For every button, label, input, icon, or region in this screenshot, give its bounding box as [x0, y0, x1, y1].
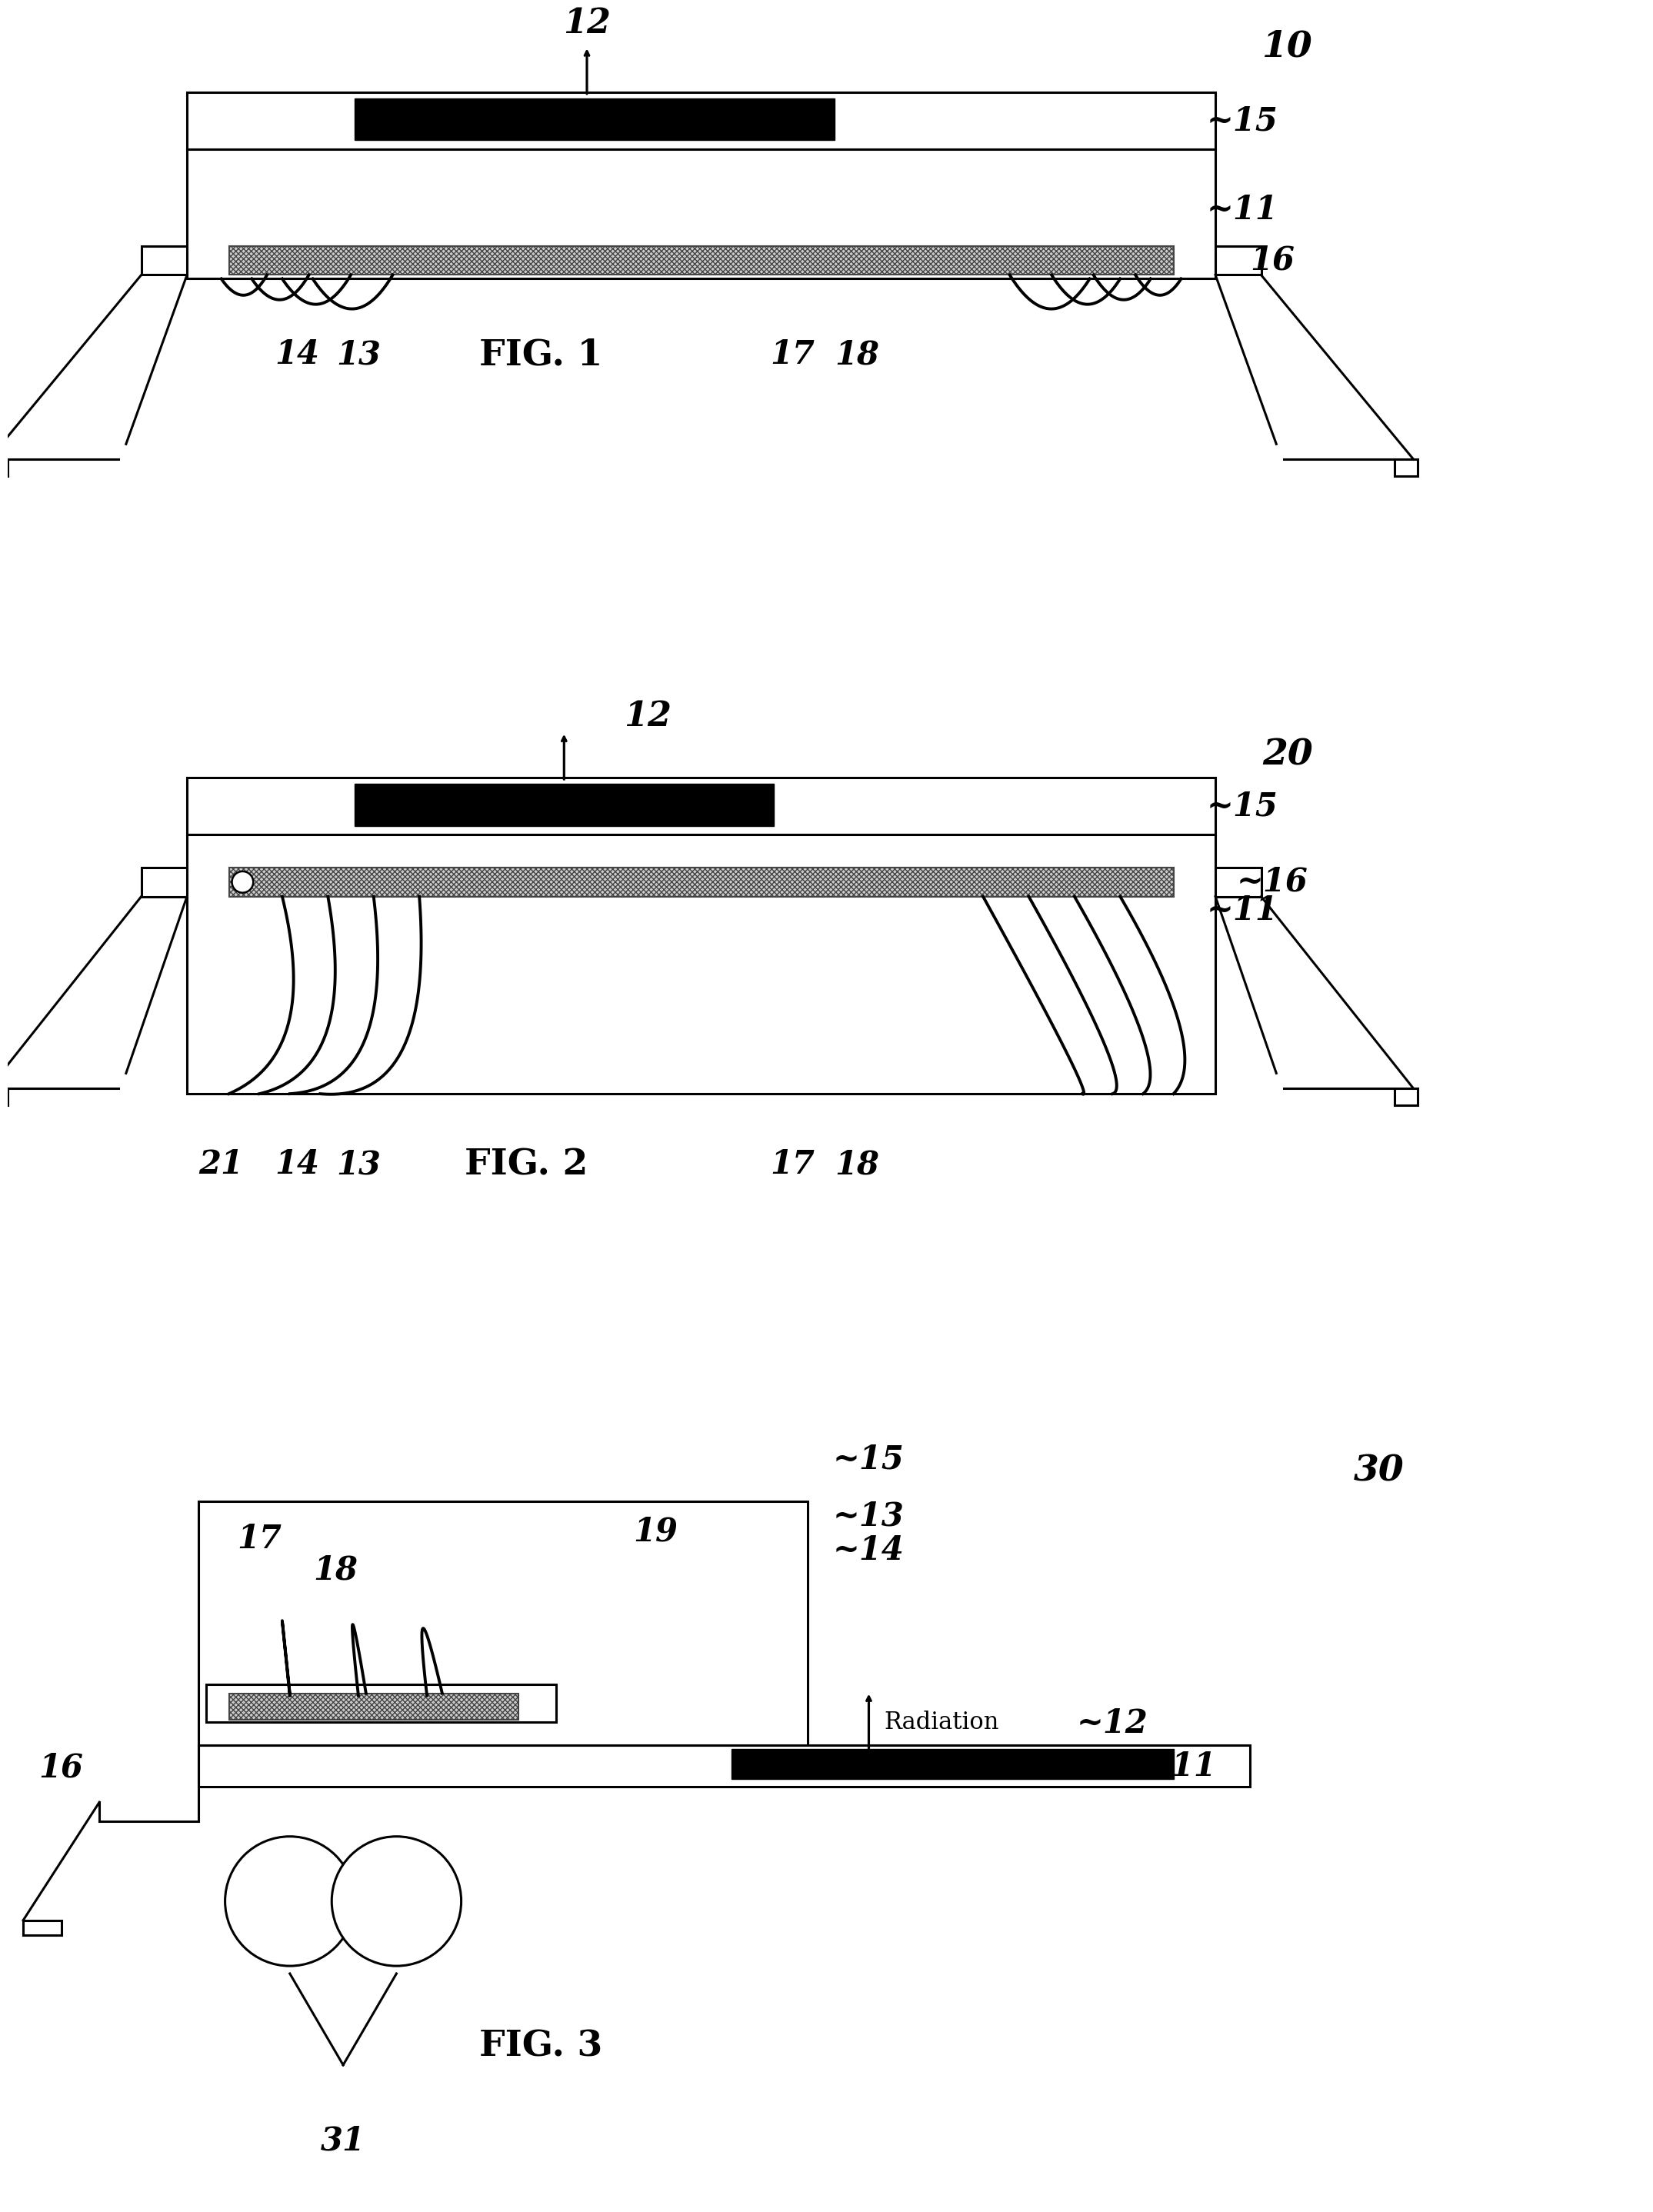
Bar [198, 1745, 1250, 1787]
Text: ~11: ~11 [1146, 1750, 1217, 1783]
Bar [141, 867, 187, 896]
Text: Radiation: Radiation [602, 102, 717, 126]
Circle shape [225, 1836, 355, 1966]
Text: 16: 16 [40, 1752, 84, 1785]
Text: ~15: ~15 [1207, 104, 1278, 137]
Bar [228, 1692, 519, 1721]
Text: Radiation: Radiation [884, 1710, 998, 1734]
Bar [1215, 246, 1261, 274]
Bar [355, 783, 774, 825]
Text: FIG. 1: FIG. 1 [479, 336, 603, 372]
Text: 10: 10 [1263, 29, 1312, 64]
Text: ~14: ~14 [833, 1535, 904, 1566]
Text: 16: 16 [1250, 243, 1294, 276]
Text: FIG. 3: FIG. 3 [479, 2028, 603, 2064]
Text: ~11: ~11 [1207, 195, 1278, 226]
Bar [1215, 867, 1261, 896]
Text: 13: 13 [336, 1148, 380, 1181]
Text: 31: 31 [321, 2126, 365, 2157]
Bar [141, 246, 187, 274]
Text: 17: 17 [770, 1148, 815, 1181]
Bar [198, 1502, 808, 1745]
Text: 14: 14 [274, 338, 319, 372]
Text: 12: 12 [564, 7, 610, 40]
Text: ~15: ~15 [1207, 790, 1278, 823]
Bar [355, 97, 835, 139]
Bar [228, 246, 1174, 274]
Bar [187, 93, 1215, 148]
Bar [187, 834, 1215, 1093]
Bar [187, 779, 1215, 834]
Text: 18: 18 [835, 338, 879, 372]
Text: 17: 17 [236, 1524, 281, 1555]
Text: 13: 13 [336, 338, 380, 372]
Text: 14: 14 [274, 1148, 319, 1181]
Text: ~15: ~15 [833, 1442, 904, 1475]
Text: 12: 12 [625, 701, 671, 732]
Bar [187, 148, 1215, 279]
Circle shape [231, 872, 253, 894]
Text: Radiation: Radiation [579, 787, 694, 812]
Circle shape [332, 1836, 461, 1966]
Text: ~13: ~13 [833, 1500, 904, 1533]
Text: ~11: ~11 [1207, 896, 1278, 927]
Text: 17: 17 [770, 338, 815, 372]
Text: 18: 18 [835, 1148, 879, 1181]
Text: 21: 21 [198, 1148, 243, 1181]
Text: 18: 18 [312, 1553, 357, 1586]
Bar [228, 867, 1174, 896]
Text: 19: 19 [633, 1515, 678, 1548]
Text: FIG. 2: FIG. 2 [464, 1148, 588, 1183]
Text: 30: 30 [1354, 1453, 1405, 1489]
Text: ~12: ~12 [1076, 1708, 1149, 1741]
Bar [207, 1683, 557, 1723]
Text: ~16: ~16 [1236, 865, 1308, 898]
Text: 20: 20 [1263, 737, 1312, 772]
Bar [732, 1750, 1174, 1778]
